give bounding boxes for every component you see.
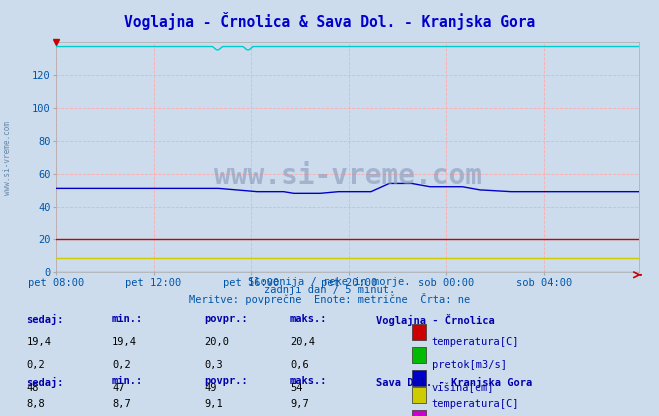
Text: 0,2: 0,2 bbox=[112, 360, 130, 370]
Text: 19,4: 19,4 bbox=[112, 337, 137, 347]
Text: povpr.:: povpr.: bbox=[204, 314, 248, 324]
Text: 0,6: 0,6 bbox=[290, 360, 308, 370]
Text: maks.:: maks.: bbox=[290, 376, 328, 386]
Text: maks.:: maks.: bbox=[290, 314, 328, 324]
Text: min.:: min.: bbox=[112, 376, 143, 386]
Text: Slovenija / reke in morje.: Slovenija / reke in morje. bbox=[248, 277, 411, 287]
Text: višina[cm]: višina[cm] bbox=[432, 383, 494, 393]
Text: Sava Dol. - Kranjska Gora: Sava Dol. - Kranjska Gora bbox=[376, 376, 532, 388]
Text: 48: 48 bbox=[26, 383, 39, 393]
Text: Voglajna - Črnolica & Sava Dol. - Kranjska Gora: Voglajna - Črnolica & Sava Dol. - Kranjs… bbox=[124, 12, 535, 30]
Text: min.:: min.: bbox=[112, 314, 143, 324]
Text: temperatura[C]: temperatura[C] bbox=[432, 399, 519, 409]
Text: 0,2: 0,2 bbox=[26, 360, 45, 370]
Text: 19,4: 19,4 bbox=[26, 337, 51, 347]
Text: Voglajna - Črnolica: Voglajna - Črnolica bbox=[376, 314, 494, 326]
Text: 0,3: 0,3 bbox=[204, 360, 223, 370]
Text: 9,1: 9,1 bbox=[204, 399, 223, 409]
Text: 8,8: 8,8 bbox=[26, 399, 45, 409]
Text: 20,0: 20,0 bbox=[204, 337, 229, 347]
Text: 49: 49 bbox=[204, 383, 217, 393]
Text: 54: 54 bbox=[290, 383, 302, 393]
Text: www.si-vreme.com: www.si-vreme.com bbox=[3, 121, 13, 195]
Text: sedaj:: sedaj: bbox=[26, 376, 64, 388]
Text: povpr.:: povpr.: bbox=[204, 376, 248, 386]
Text: 47: 47 bbox=[112, 383, 125, 393]
Text: www.si-vreme.com: www.si-vreme.com bbox=[214, 161, 482, 190]
Text: sedaj:: sedaj: bbox=[26, 314, 64, 325]
Text: zadnji dan / 5 minut.: zadnji dan / 5 minut. bbox=[264, 285, 395, 295]
Text: 8,7: 8,7 bbox=[112, 399, 130, 409]
Text: 20,4: 20,4 bbox=[290, 337, 315, 347]
Text: 9,7: 9,7 bbox=[290, 399, 308, 409]
Text: temperatura[C]: temperatura[C] bbox=[432, 337, 519, 347]
Text: pretok[m3/s]: pretok[m3/s] bbox=[432, 360, 507, 370]
Text: Meritve: povprečne  Enote: metrične  Črta: ne: Meritve: povprečne Enote: metrične Črta:… bbox=[189, 293, 470, 305]
